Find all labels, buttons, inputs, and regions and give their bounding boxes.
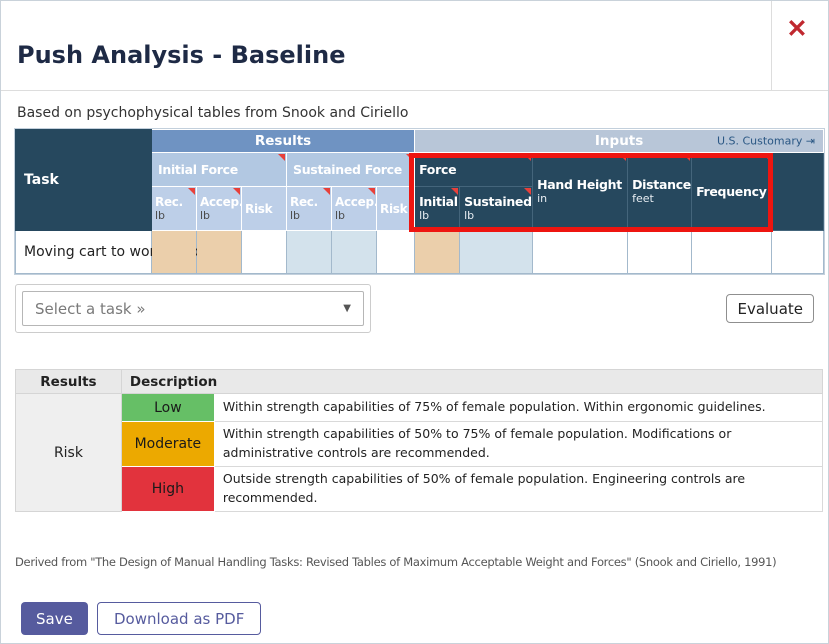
initial-rec-column-header: Rec. lb [151, 186, 197, 231]
sustained-accep-column-header: Accep. lb [331, 186, 378, 231]
task-column-header: Task [15, 129, 152, 231]
sustained-force-group-header: Sustained Force [285, 152, 416, 187]
input-distance-cell[interactable] [627, 230, 693, 274]
table-row: Moving cart to workstation [15, 230, 825, 274]
legend-results-header: Results [15, 369, 122, 394]
result-initial-rec-cell [151, 230, 197, 274]
filler-cell [771, 230, 825, 274]
units-toggle-link[interactable]: U.S. Customary ⇥ [716, 134, 816, 148]
analysis-table: Task Results Inputs U.S. Customary ⇥ Ini… [13, 128, 826, 275]
comment-marker-icon [524, 154, 532, 161]
legend-row-low: Risk Low Within strength capabilities of… [15, 393, 824, 512]
citation: Derived from "The Design of Manual Handl… [15, 555, 777, 569]
filler-column-header [771, 152, 825, 231]
evaluate-button[interactable]: Evaluate [726, 294, 814, 323]
comment-marker-icon [278, 154, 285, 161]
close-icon: ✕ [786, 15, 808, 43]
task-select-value: Select a task » [35, 299, 146, 318]
input-initial-force-cell[interactable] [414, 230, 461, 274]
input-sustained-column-header: Sustained lb [459, 186, 534, 231]
risk-moderate-description: Within strength capabilities of 50% to 7… [213, 421, 824, 467]
legend-row-high: High Outside strength capabilities of 50… [16, 466, 824, 512]
risk-low-description: Within strength capabilities of 75% of f… [213, 393, 824, 422]
download-pdf-button[interactable]: Download as PDF [97, 602, 262, 635]
risk-moderate-badge: Moderate [120, 421, 215, 467]
legend-description-header: Description [120, 369, 824, 394]
comment-marker-icon [763, 154, 771, 161]
comment-marker-icon [619, 154, 627, 161]
task-select-control[interactable]: Select a task » ▼ [22, 291, 364, 326]
risk-low-badge: Low [120, 393, 215, 422]
initial-accep-column-header: Accep. lb [196, 186, 243, 231]
save-button[interactable]: Save [21, 602, 88, 635]
dialog-header: Push Analysis - Baseline ✕ [1, 1, 828, 91]
chevron-down-icon: ▼ [343, 303, 351, 314]
legend-row-moderate: Moderate Within strength capabilities of… [16, 421, 824, 467]
sustained-rec-column-header: Rec. lb [286, 186, 332, 231]
inputs-band-label: Inputs [594, 133, 644, 149]
initial-risk-column-header: Risk [241, 186, 287, 231]
force-group-header: Force [414, 152, 534, 187]
result-sustained-accep-cell [331, 230, 377, 274]
result-sustained-risk-cell [375, 230, 416, 274]
result-sustained-rec-cell [286, 230, 332, 274]
input-hand-height-cell[interactable] [532, 230, 629, 274]
input-frequency-cell[interactable] [691, 230, 773, 274]
task-name-cell: Moving cart to workstation [15, 230, 212, 274]
hand-height-column-header: Hand Height in [532, 152, 629, 231]
result-initial-risk-cell [241, 230, 287, 274]
result-initial-accep-cell [196, 230, 242, 274]
frequency-column-header: Frequency [691, 152, 773, 231]
distance-column-header: Distance feet [627, 152, 693, 231]
comment-marker-icon [451, 188, 459, 195]
initial-force-group-header: Initial Force [151, 152, 287, 187]
comment-marker-icon [233, 188, 240, 195]
comment-marker-icon [368, 188, 375, 195]
risk-high-description: Outside strength capabilities of 50% of … [213, 466, 824, 512]
task-select[interactable]: Select a task » ▼ [15, 284, 371, 333]
page-title: Push Analysis - Baseline [17, 41, 346, 69]
comment-marker-icon [406, 154, 414, 161]
header-divider [771, 1, 772, 91]
comment-marker-icon [524, 188, 532, 195]
risk-high-badge: High [120, 466, 215, 512]
legend-table: Results Description Risk Low Within stre… [15, 369, 824, 512]
results-band-header: Results [150, 129, 416, 153]
input-initial-column-header: Initial lb [414, 186, 461, 231]
dialog-subtitle: Based on psychophysical tables from Snoo… [17, 105, 409, 121]
legend-risk-label: Risk [15, 393, 122, 512]
comment-marker-icon [683, 154, 691, 161]
inputs-band-header: Inputs U.S. Customary ⇥ [414, 129, 825, 153]
input-sustained-force-cell[interactable] [459, 230, 534, 274]
close-button[interactable]: ✕ [779, 11, 815, 47]
comment-marker-icon [323, 188, 330, 195]
sustained-risk-column-header: Risk [375, 186, 416, 231]
comment-marker-icon [188, 188, 195, 195]
